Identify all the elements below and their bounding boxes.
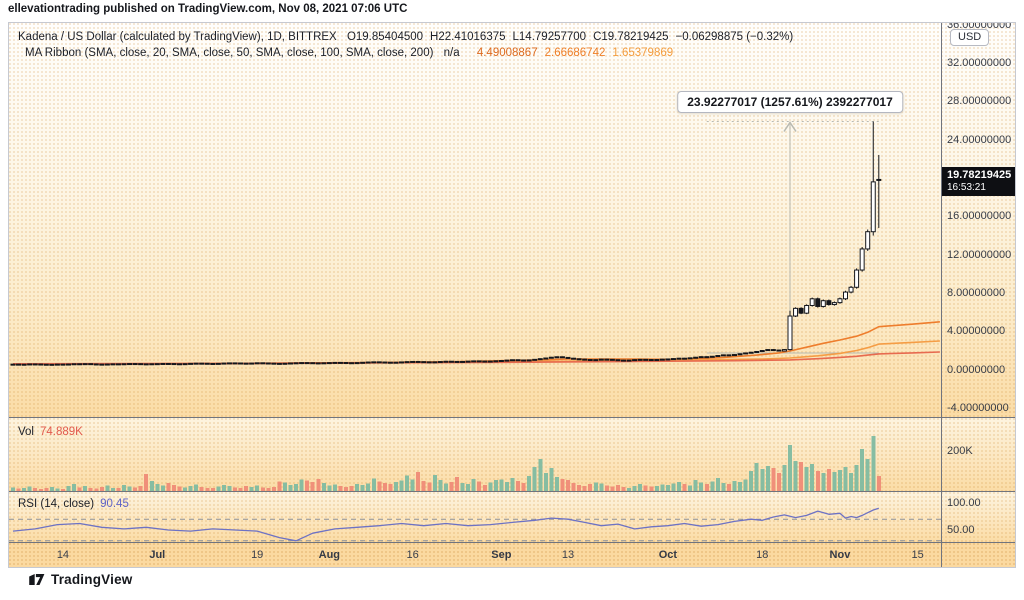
axis-tick: 50.00	[947, 524, 975, 536]
axis-tick: 4.00000000	[947, 325, 1006, 338]
time-axis-label: 16	[406, 549, 419, 561]
price-range-callout[interactable]: 23.92277017 (1257.61%) 2392277017	[677, 90, 903, 113]
symbol-title: Kadena / US Dollar (calculated by Tradin…	[18, 31, 337, 43]
pane-divider[interactable]	[9, 491, 1015, 492]
rsi-value: 90.45	[100, 498, 129, 510]
ma-ribbon-label: MA Ribbon (SMA, close, 20, SMA, close, 5…	[25, 47, 434, 59]
time-axis-label: Jul	[149, 549, 166, 561]
time-axis-label: 15	[911, 549, 924, 561]
vol-label: Vol	[18, 426, 34, 438]
tradingview-logo-icon	[29, 574, 45, 585]
vol-value: 74.889K	[40, 426, 83, 438]
axis-tick: 0.00000000	[947, 363, 1006, 376]
ma-values: 4.49008867 2.66686742 1.65379869	[470, 47, 673, 59]
axis-tick: 24.00000000	[947, 133, 1012, 146]
time-axis[interactable]	[9, 543, 1015, 567]
volume-pane[interactable]	[9, 418, 1015, 491]
legend[interactable]: Kadena / US Dollar (calculated by Tradin…	[18, 29, 793, 61]
rsi-pane[interactable]	[9, 492, 1015, 542]
last-price-value: 19.78219425	[947, 169, 1012, 182]
ohlc-item: C19.78219425	[593, 31, 669, 43]
ohlc-item: O19.85404500	[346, 31, 424, 43]
currency-badge: USD	[950, 29, 990, 46]
tradingview-footer[interactable]: TradingView	[28, 571, 132, 588]
time-axis-label: Sep	[491, 549, 512, 561]
time-axis-label: Oct	[658, 549, 678, 561]
axis-tick: 16.00000000	[947, 210, 1012, 223]
publish-header: ellevationtrading published on TradingVi…	[8, 3, 408, 15]
pane-divider[interactable]	[9, 542, 1015, 543]
legend-symbol-row[interactable]: Kadena / US Dollar (calculated by Tradin…	[18, 29, 793, 45]
ma-value: 4.49008867	[476, 47, 538, 59]
axis-tick: 12.00000000	[947, 248, 1012, 261]
time-axis-label: 19	[251, 549, 264, 561]
tradingview-brand-text: TradingView	[51, 572, 133, 587]
change-value: −0.06298875 (−0.32%)	[675, 31, 794, 43]
rsi-canvas[interactable]	[9, 492, 941, 542]
pane-divider[interactable]	[9, 417, 1015, 418]
candlestick-canvas[interactable]	[9, 23, 941, 417]
axis-tick: 32.00000000	[947, 57, 1012, 70]
axis-tick: 200K	[947, 445, 973, 457]
time-axis-label: Nov	[829, 549, 851, 561]
time-axis-label: 18	[756, 549, 769, 561]
ma-na-value: n/a	[443, 47, 460, 59]
axis-tick: -4.00000000	[947, 402, 1009, 415]
volume-legend[interactable]: Vol 74.889K	[18, 426, 83, 438]
ohlc-item: L14.79257700	[512, 31, 587, 43]
axis-tick: 100.00	[947, 497, 981, 509]
axis-tick: 36.00000000	[947, 22, 1012, 31]
price-axis-separator[interactable]	[941, 23, 942, 567]
rsi-label: RSI (14, close)	[18, 498, 95, 510]
chart-widget[interactable]: Kadena / US Dollar (calculated by Tradin…	[8, 22, 1016, 568]
price-pane[interactable]	[9, 23, 1015, 417]
time-axis-label: 13	[561, 549, 575, 561]
rsi-legend[interactable]: RSI (14, close) 90.45	[18, 498, 129, 510]
ohlc-values: O19.85404500 H22.41016375 L14.79257700 C19.…	[340, 31, 793, 43]
legend-ma-row[interactable]: MA Ribbon (SMA, close, 20, SMA, close, 5…	[18, 45, 793, 61]
last-price-label: 19.78219425 16:53:21	[942, 167, 1015, 197]
bar-countdown: 16:53:21	[947, 182, 986, 194]
ma-value: 2.66686742	[544, 47, 606, 59]
time-axis-label: Aug	[318, 549, 341, 561]
volume-canvas[interactable]	[9, 418, 941, 491]
ohlc-item: H22.41016375	[430, 31, 506, 43]
time-axis-label: 14	[56, 549, 70, 561]
axis-tick: 28.00000000	[947, 95, 1012, 108]
ma-value: 1.65379869	[612, 47, 674, 59]
axis-tick: 8.00000000	[947, 287, 1006, 300]
